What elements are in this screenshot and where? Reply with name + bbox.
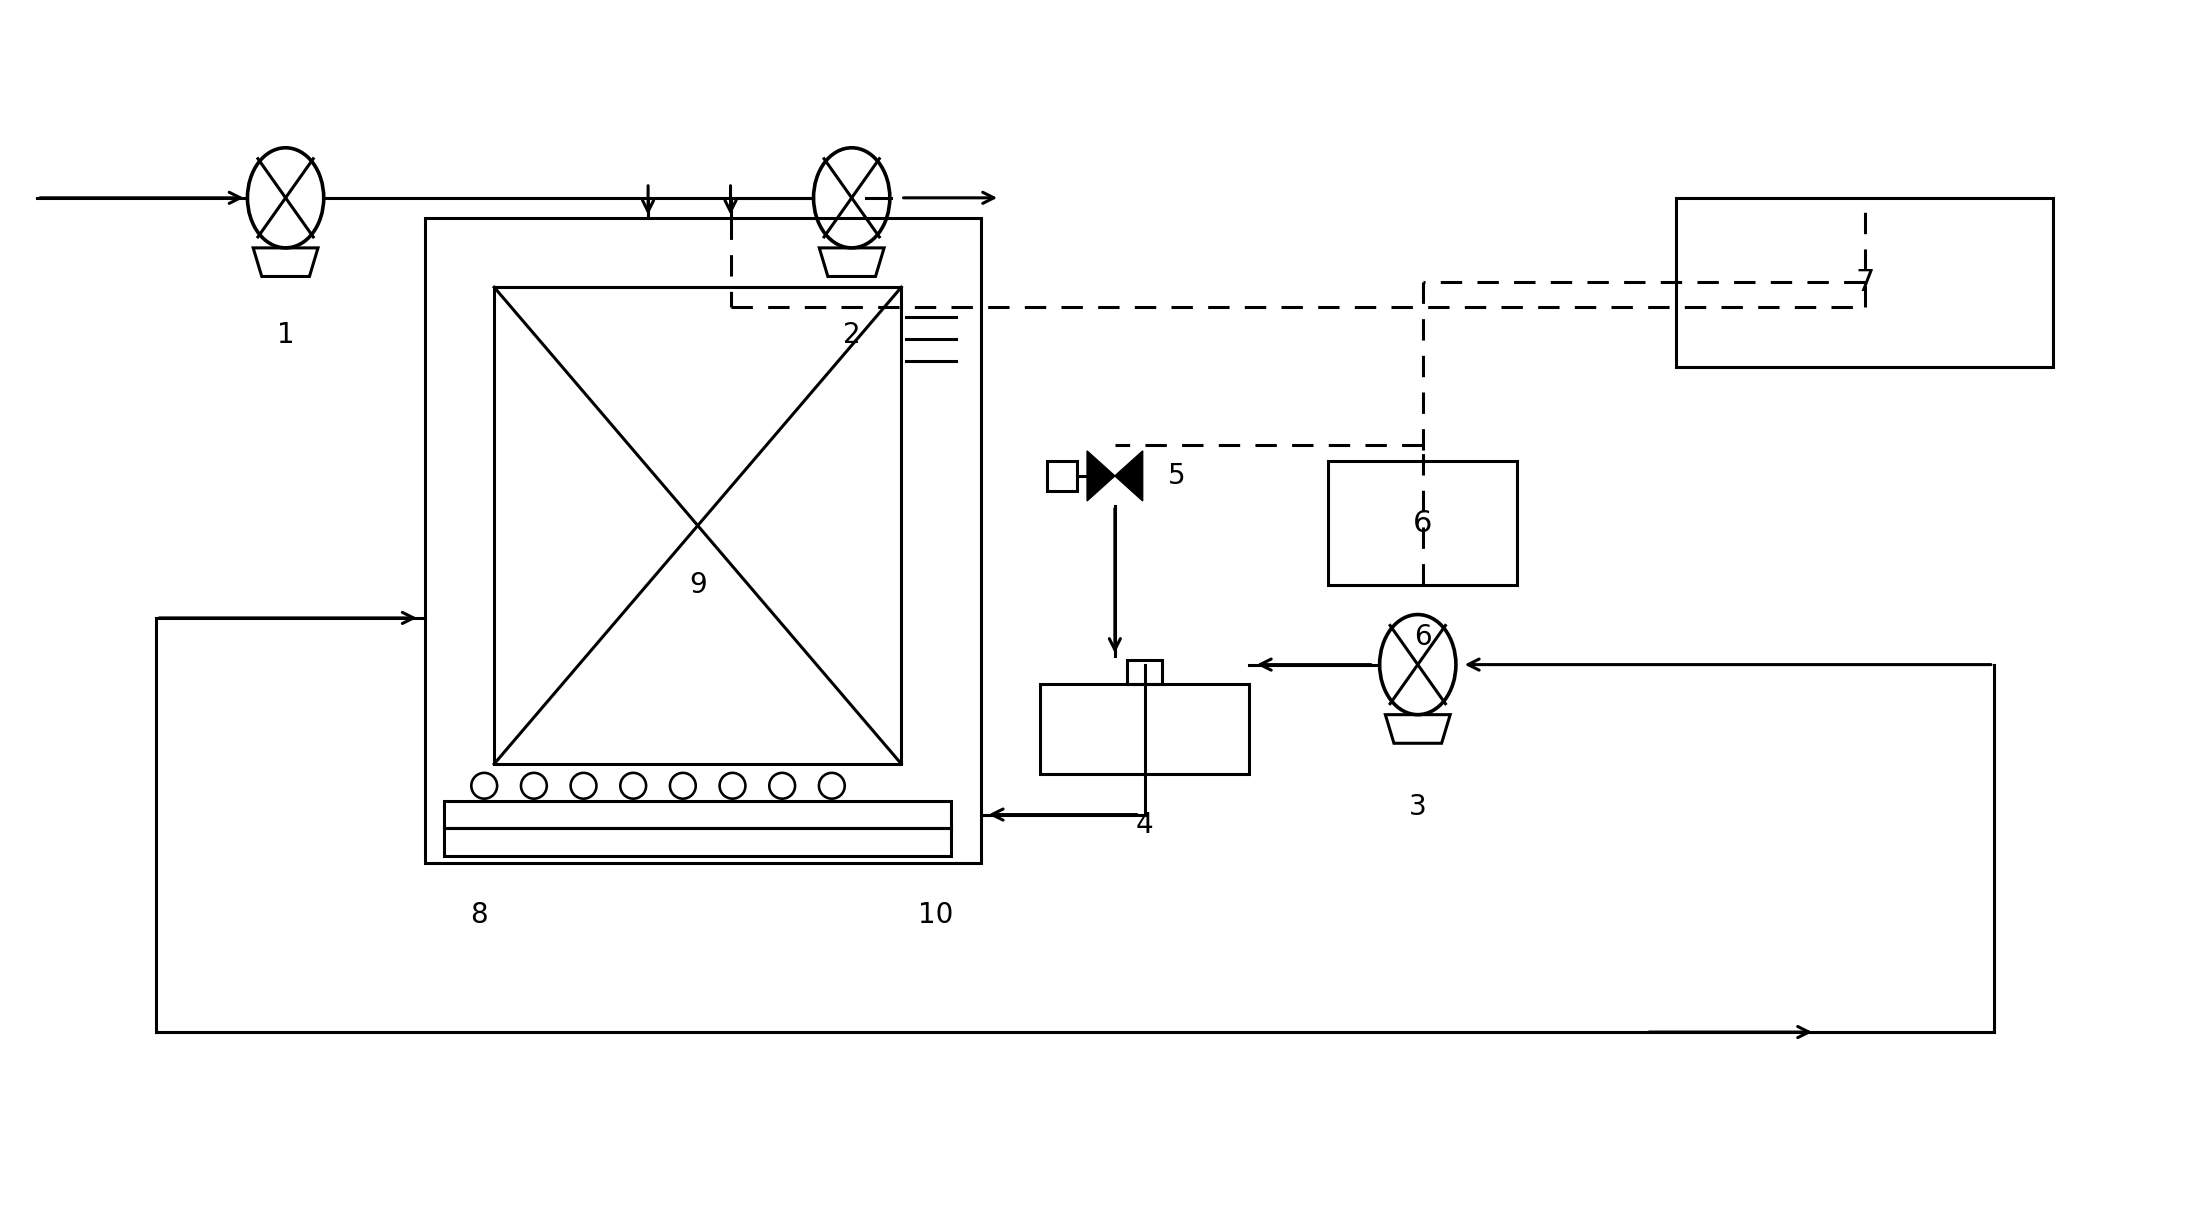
Polygon shape [1116, 451, 1142, 501]
Bar [445, 801, 951, 829]
Text: 2: 2 [844, 321, 861, 349]
Polygon shape [1087, 451, 1116, 501]
Text: 1: 1 [276, 321, 294, 349]
Text: 6: 6 [1414, 623, 1431, 651]
Bar [1041, 684, 1249, 774]
Text: 10: 10 [918, 900, 954, 929]
Text: 7: 7 [1854, 267, 1874, 296]
Text: 8: 8 [471, 900, 489, 929]
Text: 5: 5 [1168, 462, 1186, 490]
Text: 3: 3 [1409, 792, 1427, 820]
Bar [1677, 198, 2054, 367]
Bar [445, 829, 951, 857]
Bar [1328, 460, 1517, 586]
Bar [1127, 660, 1162, 684]
Bar [425, 217, 980, 863]
Bar [493, 287, 901, 764]
Text: 4: 4 [1135, 812, 1153, 840]
Text: 9: 9 [688, 571, 706, 599]
Bar [1048, 460, 1076, 491]
Text: 6: 6 [1414, 509, 1431, 537]
